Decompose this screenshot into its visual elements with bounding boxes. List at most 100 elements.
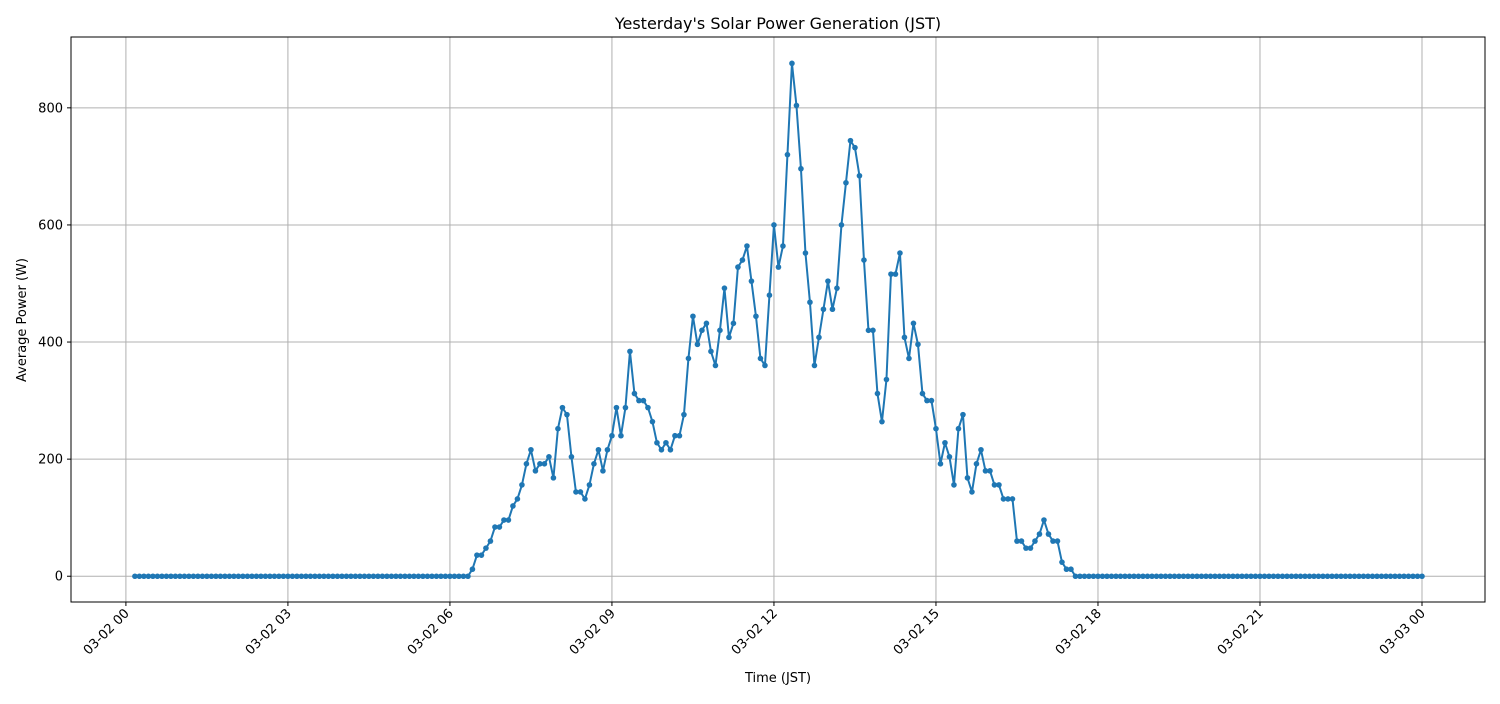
data-point xyxy=(834,285,840,291)
data-point xyxy=(1207,573,1214,580)
data-point xyxy=(1324,573,1331,580)
data-point xyxy=(1252,573,1259,580)
data-point xyxy=(951,482,957,488)
data-point xyxy=(348,573,354,580)
data-point xyxy=(901,334,908,341)
data-point xyxy=(969,489,975,495)
data-point xyxy=(1257,573,1263,580)
data-point xyxy=(465,573,471,580)
data-point xyxy=(388,573,395,580)
data-point xyxy=(1306,573,1313,580)
data-point xyxy=(204,573,210,580)
data-point xyxy=(924,397,930,404)
data-point xyxy=(1279,573,1286,580)
x-tick-label: 03-02 18 xyxy=(1053,606,1105,658)
data-point xyxy=(460,573,467,580)
y-tick-label: 200 xyxy=(38,453,63,468)
data-point xyxy=(1144,573,1151,580)
data-point xyxy=(753,313,759,320)
data-point xyxy=(208,573,215,580)
data-point xyxy=(712,362,719,369)
data-point xyxy=(721,285,728,291)
data-point xyxy=(1320,573,1326,580)
data-point xyxy=(375,573,381,580)
data-point xyxy=(1180,573,1187,580)
data-point xyxy=(1239,573,1245,580)
data-point xyxy=(528,446,534,453)
data-point xyxy=(1212,573,1218,580)
data-point xyxy=(960,411,966,418)
data-point xyxy=(415,573,422,580)
data-point xyxy=(1189,573,1196,580)
y-axis: 0 200 400 600 800 xyxy=(38,101,71,585)
data-point xyxy=(991,482,998,488)
data-point xyxy=(1347,573,1353,580)
data-point xyxy=(1194,573,1200,580)
data-point xyxy=(226,573,233,580)
data-point xyxy=(276,573,282,580)
data-point xyxy=(519,482,525,488)
data-point xyxy=(955,425,962,432)
data-point xyxy=(177,573,183,580)
x-tick-label: 03-02 21 xyxy=(1215,606,1267,658)
data-point xyxy=(793,102,800,109)
data-point xyxy=(537,461,543,467)
data-point xyxy=(384,573,390,580)
data-point xyxy=(613,404,620,411)
data-point xyxy=(1050,538,1056,544)
data-point xyxy=(1374,573,1380,580)
data-point xyxy=(811,362,818,369)
x-tick-label: 03-02 15 xyxy=(891,606,943,658)
data-point xyxy=(1243,573,1250,580)
data-point xyxy=(1176,573,1182,580)
data-point xyxy=(690,313,696,320)
data-point xyxy=(964,475,971,481)
data-point xyxy=(451,573,458,580)
data-point xyxy=(784,151,791,158)
data-point xyxy=(654,439,660,446)
data-point xyxy=(726,334,732,341)
data-point xyxy=(937,461,944,467)
data-point xyxy=(438,573,444,580)
data-point xyxy=(1117,573,1124,580)
data-point xyxy=(1158,573,1164,580)
data-point xyxy=(982,468,989,474)
data-point xyxy=(649,418,656,425)
data-point xyxy=(1036,531,1043,537)
data-point xyxy=(357,573,363,580)
data-point xyxy=(1090,573,1097,580)
data-point xyxy=(564,411,570,418)
data-point xyxy=(258,573,264,580)
data-point xyxy=(798,165,804,172)
data-point xyxy=(132,573,138,580)
data-point xyxy=(870,327,876,334)
data-point xyxy=(492,524,498,530)
data-point xyxy=(289,573,296,580)
data-point xyxy=(505,517,512,523)
data-point xyxy=(703,320,710,327)
data-point xyxy=(559,404,566,411)
data-point xyxy=(1410,573,1416,580)
x-axis: 03-02 00 03-02 03 03-02 06 03-02 09 03-02 12… xyxy=(81,602,1429,658)
data-point xyxy=(676,432,683,439)
data-point xyxy=(780,243,786,249)
data-point xyxy=(1419,573,1425,580)
data-point xyxy=(330,573,336,580)
data-point xyxy=(379,573,386,580)
data-point xyxy=(1360,573,1367,580)
data-point xyxy=(1086,573,1092,580)
data-point xyxy=(1297,573,1304,580)
data-point xyxy=(267,573,273,580)
data-point xyxy=(1230,573,1236,580)
data-point xyxy=(1356,573,1362,580)
data-point xyxy=(766,292,773,299)
data-point xyxy=(627,348,633,355)
x-tick-label: 03-02 03 xyxy=(243,606,295,658)
data-point xyxy=(136,573,143,580)
data-point xyxy=(883,376,890,383)
data-point xyxy=(172,573,179,580)
data-point xyxy=(1329,573,1335,580)
data-point xyxy=(1135,573,1142,580)
data-point xyxy=(897,250,903,256)
data-point xyxy=(1338,573,1344,580)
